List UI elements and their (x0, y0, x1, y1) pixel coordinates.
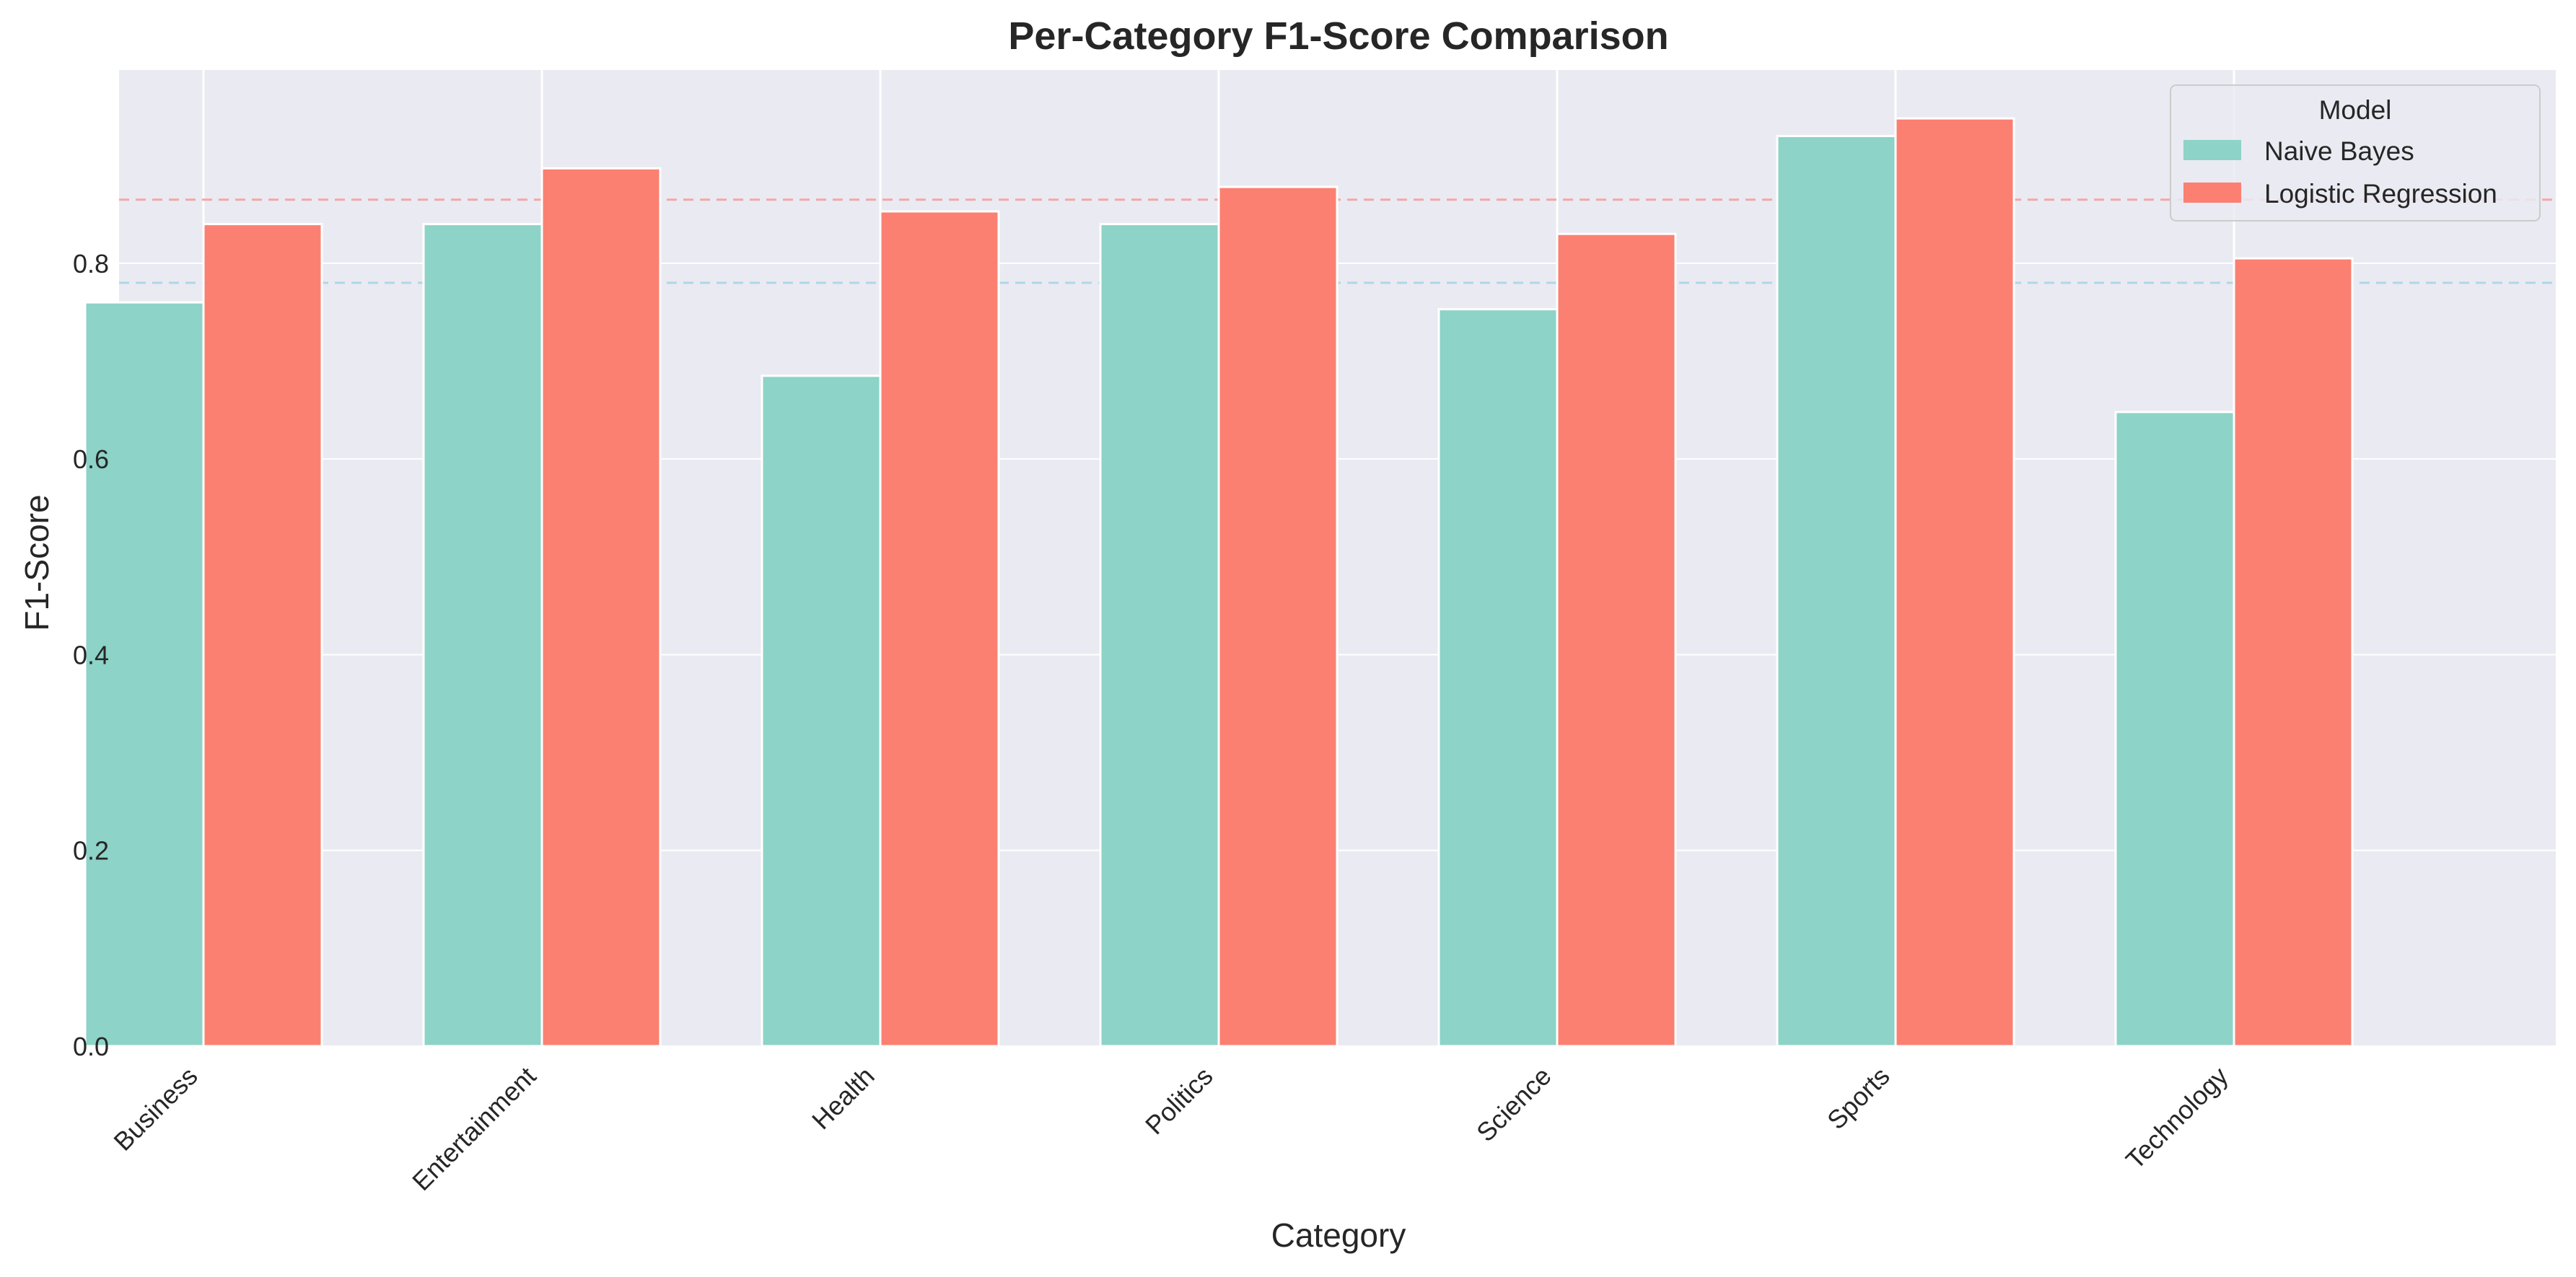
y-tick-label: 0.8 (73, 249, 109, 278)
bar-naive-bayes (422, 223, 543, 1048)
bar-naive-bayes (1437, 308, 1559, 1048)
chart-title: Per-Category F1-Score Comparison (1008, 14, 1668, 58)
x-tick-label: Health (806, 1061, 880, 1136)
y-axis-label: F1-Score (18, 494, 56, 631)
bar-naive-bayes (761, 374, 882, 1048)
legend-label-logistic-regression: Logistic Regression (2264, 179, 2497, 209)
legend-swatch-logistic-regression (2183, 183, 2241, 203)
bar-logistic-regression (202, 223, 323, 1048)
y-axis-ticks: 0.0 0.2 0.4 0.6 0.8 (73, 249, 109, 1061)
x-tick-label: Politics (1139, 1061, 1219, 1141)
legend-label-naive-bayes: Naive Bayes (2264, 136, 2414, 166)
bar-logistic-regression (1894, 117, 2015, 1048)
bar-logistic-regression (540, 167, 662, 1048)
x-axis-label: Category (1271, 1216, 1406, 1254)
legend: Model Naive Bayes Logistic Regression (2170, 84, 2541, 221)
y-tick-label: 0.2 (73, 836, 109, 866)
bar-naive-bayes (2114, 411, 2235, 1048)
bar-logistic-regression (879, 210, 1000, 1048)
bar-logistic-regression (1217, 185, 1339, 1048)
legend-swatch-naive-bayes (2183, 140, 2241, 160)
legend-title: Model (2319, 95, 2392, 125)
x-tick-label: Technology (2120, 1061, 2234, 1175)
bar-logistic-regression (2233, 257, 2354, 1048)
bars (84, 117, 2354, 1048)
bar-naive-bayes (1099, 223, 1220, 1048)
x-tick-label: Entertainment (406, 1061, 541, 1196)
x-axis-ticks: Business Entertainment Health Politics Scien… (108, 1061, 2233, 1196)
legend-box (2170, 84, 2541, 221)
bar-naive-bayes (1776, 135, 1897, 1048)
bar-logistic-regression (1556, 232, 1677, 1048)
bar-naive-bayes (84, 301, 205, 1048)
x-tick-label: Business (108, 1061, 203, 1157)
y-tick-label: 0.4 (73, 640, 109, 670)
y-tick-label: 0.0 (73, 1032, 109, 1061)
x-tick-label: Science (1471, 1061, 1557, 1148)
x-tick-label: Sports (1821, 1061, 1896, 1136)
y-tick-label: 0.6 (73, 444, 109, 474)
